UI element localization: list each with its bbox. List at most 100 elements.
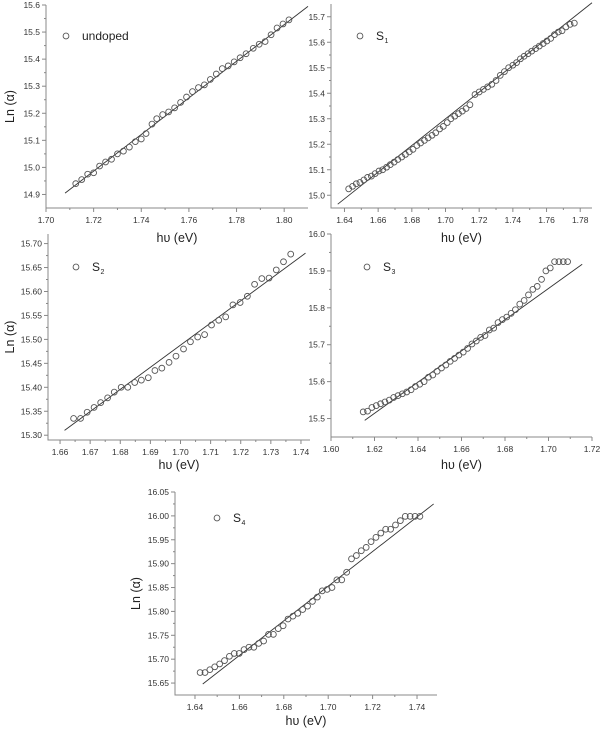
data-point-circle xyxy=(158,364,166,372)
data-point-circle xyxy=(108,155,115,163)
data-point-circle xyxy=(516,300,524,308)
y-tick-label: 15.70 xyxy=(21,239,43,249)
data-point-circle xyxy=(466,101,474,109)
legend-subscript: 3 xyxy=(392,269,396,276)
data-point-circle xyxy=(407,386,415,394)
data-point-circle xyxy=(562,23,570,31)
y-tick-label: 15.2 xyxy=(23,108,40,118)
data-point-circle xyxy=(97,399,105,406)
data-point-circle xyxy=(284,615,292,623)
data-point-circle xyxy=(382,525,390,533)
panel-s4: 1.64 1.66 1.68 1.70 1.72 1.74 15.65 15.70 15.75 1… xyxy=(129,487,437,728)
data-point-circle xyxy=(357,547,365,555)
data-point-circle xyxy=(416,513,424,520)
panel-s3: 1.60 1.62 1.64 1.66 1.68 1.70 1.72 15.5 15.6 15.7… xyxy=(308,229,600,472)
data-point-circle xyxy=(533,283,541,290)
data-point-circle xyxy=(392,521,399,529)
legend-label: undoped xyxy=(82,29,129,43)
data-point-circle xyxy=(216,660,223,668)
axis-frame xyxy=(47,234,310,441)
x-tick-label: 1.72 xyxy=(364,702,381,712)
x-tick-label: 1.71 xyxy=(202,447,219,457)
linear-fit-line xyxy=(64,252,306,431)
data-point-circle xyxy=(194,333,202,341)
data-point-circle xyxy=(206,666,214,674)
y-axis-title: Ln (α) xyxy=(3,90,17,123)
data-point-circle xyxy=(439,123,447,130)
data-point-circle xyxy=(442,361,450,369)
y-tick-label: 15.45 xyxy=(21,358,43,368)
data-point-circle xyxy=(397,517,404,525)
data-point-circle xyxy=(151,367,159,374)
legend-label: S xyxy=(92,260,100,274)
data-point-circle xyxy=(189,88,196,95)
data-point-circle xyxy=(472,337,480,345)
data-point-circle xyxy=(462,105,470,112)
data-point-circle xyxy=(236,54,244,62)
data-point-circle xyxy=(251,280,258,288)
data-point-circle xyxy=(481,332,489,339)
y-tick-label: 15.7 xyxy=(308,12,325,22)
data-point-circle xyxy=(260,637,267,645)
data-point-circle xyxy=(294,609,302,617)
y-tick-label: 15.85 xyxy=(148,583,170,593)
data-point-circle xyxy=(429,371,437,379)
x-tick-label: 1.68 xyxy=(404,215,421,225)
y-tick-label: 15.70 xyxy=(148,654,170,664)
data-point-circle xyxy=(401,513,409,520)
x-tick-label: 1.72 xyxy=(85,215,102,225)
x-tick-label: 1.69 xyxy=(142,447,159,457)
y-tick-label: 15.65 xyxy=(21,263,43,273)
y-tick-label: 15.50 xyxy=(21,334,43,344)
data-point-circle xyxy=(78,176,86,183)
data-point-circle xyxy=(90,404,98,411)
x-axis-title: hυ (eV) xyxy=(159,458,200,472)
data-point-circle xyxy=(110,388,118,396)
x-tick-label: 1.66 xyxy=(231,702,248,712)
data-point-circle xyxy=(218,65,226,72)
data-point-circle xyxy=(411,513,419,520)
data-point-circle xyxy=(195,84,202,91)
data-point-circle xyxy=(368,404,376,411)
data-point-circle xyxy=(261,38,269,45)
data-point-circle xyxy=(555,258,563,266)
data-points xyxy=(72,16,293,187)
data-point-circle xyxy=(309,598,316,605)
data-point-circle xyxy=(480,86,487,93)
data-point-circle xyxy=(364,174,371,181)
x-axis-title: hυ (eV) xyxy=(441,231,482,245)
legend-marker-icon xyxy=(356,32,364,40)
data-point-circle xyxy=(244,292,251,300)
x-tick-label: 1.68 xyxy=(112,447,129,457)
y-tick-label: 15.35 xyxy=(21,406,43,416)
y-tick-label: 15.95 xyxy=(148,535,170,545)
data-point-circle xyxy=(144,374,152,382)
data-point-circle xyxy=(477,333,484,341)
x-tick-label: 1.70 xyxy=(38,215,55,225)
x-tick-label: 1.76 xyxy=(181,215,198,225)
data-point-circle xyxy=(546,264,554,272)
data-point-circle xyxy=(512,306,519,314)
y-tick-label: 15.9 xyxy=(308,266,325,276)
data-point-circle xyxy=(280,258,287,266)
data-point-circle xyxy=(459,348,467,356)
data-point-circle xyxy=(432,129,440,137)
data-point-circle xyxy=(236,299,244,306)
data-point-circle xyxy=(488,80,496,88)
x-tick-label: 1.66 xyxy=(52,447,69,457)
data-point-circle xyxy=(279,622,287,630)
data-point-circle xyxy=(249,44,257,52)
data-point-circle xyxy=(221,657,228,664)
y-tick-label: 15.60 xyxy=(21,286,43,296)
data-point-circle xyxy=(333,576,341,584)
data-point-circle xyxy=(142,130,150,137)
data-point-circle xyxy=(547,35,555,42)
x-tick-label: 1.64 xyxy=(336,215,353,225)
y-tick-label: 16.05 xyxy=(148,487,170,497)
data-point-circle xyxy=(165,359,173,366)
data-point-circle xyxy=(381,398,389,406)
data-point-circle xyxy=(570,19,578,27)
data-point-circle xyxy=(507,310,515,317)
data-point-circle xyxy=(564,258,571,266)
